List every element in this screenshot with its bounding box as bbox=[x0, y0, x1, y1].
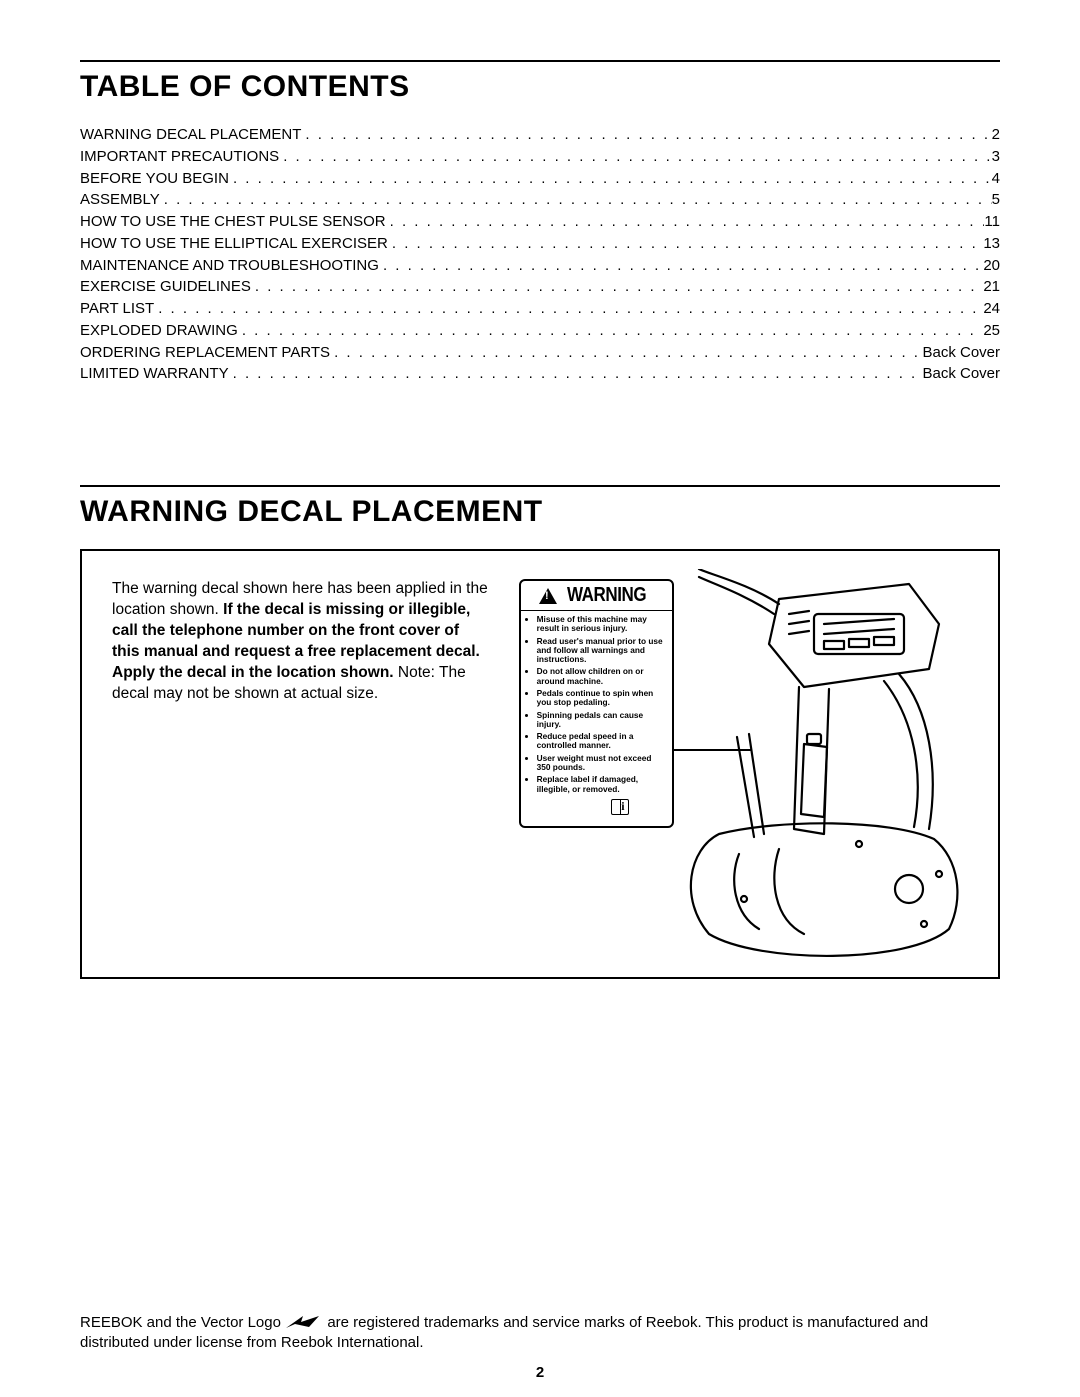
section-rule bbox=[80, 485, 1000, 487]
toc-dots bbox=[379, 255, 983, 277]
toc-label: WARNING DECAL PLACEMENT bbox=[80, 124, 301, 146]
toc-label: EXPLODED DRAWING bbox=[80, 320, 238, 342]
toc-label: ASSEMBLY bbox=[80, 189, 160, 211]
toc-page: 3 bbox=[992, 146, 1000, 168]
toc-dots bbox=[330, 342, 922, 364]
toc-dots bbox=[388, 233, 983, 255]
toc-page: 25 bbox=[983, 320, 1000, 342]
toc-row: ASSEMBLY 5 bbox=[80, 189, 1000, 211]
toc-row: EXERCISE GUIDELINES 21 bbox=[80, 276, 1000, 298]
decal-title: WARNING DECAL PLACEMENT bbox=[80, 495, 1000, 529]
toc-page: 13 bbox=[983, 233, 1000, 255]
warning-bullet: Spinning pedals can cause injury. bbox=[537, 711, 666, 730]
toc-list: WARNING DECAL PLACEMENT 2 IMPORTANT PRECA… bbox=[80, 124, 1000, 385]
toc-page: 24 bbox=[983, 298, 1000, 320]
warning-bullet: Misuse of this machine may result in ser… bbox=[537, 615, 666, 634]
toc-page: 4 bbox=[992, 168, 1000, 190]
leader-line bbox=[672, 749, 752, 751]
toc-row: BEFORE YOU BEGIN 4 bbox=[80, 168, 1000, 190]
toc-row: LIMITED WARRANTY Back Cover bbox=[80, 363, 1000, 385]
toc-title: TABLE OF CONTENTS bbox=[80, 70, 1000, 104]
toc-row: EXPLODED DRAWING 25 bbox=[80, 320, 1000, 342]
toc-label: MAINTENANCE AND TROUBLESHOOTING bbox=[80, 255, 379, 277]
decal-box: The warning decal shown here has been ap… bbox=[80, 549, 1000, 979]
reebok-vector-logo-icon bbox=[285, 1314, 323, 1330]
warning-bullet-list: Misuse of this machine may result in ser… bbox=[521, 611, 672, 799]
toc-dots bbox=[238, 320, 984, 342]
toc-page: 21 bbox=[983, 276, 1000, 298]
warning-bullet: Read user's manual prior to use and foll… bbox=[537, 637, 666, 665]
toc-label: EXERCISE GUIDELINES bbox=[80, 276, 251, 298]
toc-dots bbox=[160, 189, 992, 211]
warning-bullet: Do not allow children on or around machi… bbox=[537, 667, 666, 686]
toc-label: IMPORTANT PRECAUTIONS bbox=[80, 146, 279, 168]
toc-dots bbox=[229, 363, 923, 385]
toc-label: HOW TO USE THE ELLIPTICAL EXERCISER bbox=[80, 233, 388, 255]
toc-label: ORDERING REPLACEMENT PARTS bbox=[80, 342, 330, 364]
toc-page: 5 bbox=[992, 189, 1000, 211]
toc-dots bbox=[301, 124, 991, 146]
toc-dots bbox=[279, 146, 991, 168]
decal-paragraph: The warning decal shown here has been ap… bbox=[112, 579, 489, 949]
toc-label: BEFORE YOU BEGIN bbox=[80, 168, 229, 190]
warning-header-text: WARNING bbox=[567, 584, 646, 607]
warning-bullet: User weight must not exceed 350 pounds. bbox=[537, 754, 666, 773]
toc-page: 2 bbox=[992, 124, 1000, 146]
decal-figure: WARNING Misuse of this machine may resul… bbox=[519, 579, 968, 949]
toc-page: Back Cover bbox=[922, 342, 1000, 364]
page-number: 2 bbox=[536, 1364, 544, 1381]
toc-label: PART LIST bbox=[80, 298, 154, 320]
toc-page: 20 bbox=[983, 255, 1000, 277]
warning-bullet: Replace label if damaged, illegible, or … bbox=[537, 775, 666, 794]
toc-dots bbox=[229, 168, 992, 190]
toc-row: IMPORTANT PRECAUTIONS 3 bbox=[80, 146, 1000, 168]
elliptical-machine-illustration bbox=[629, 569, 959, 959]
toc-label: HOW TO USE THE CHEST PULSE SENSOR bbox=[80, 211, 386, 233]
toc-dots bbox=[251, 276, 983, 298]
toc-row: ORDERING REPLACEMENT PARTS Back Cover bbox=[80, 342, 1000, 364]
toc-row: PART LIST 24 bbox=[80, 298, 1000, 320]
section-rule bbox=[80, 60, 1000, 62]
manual-info-icon bbox=[611, 799, 629, 815]
warning-triangle-icon bbox=[539, 588, 557, 604]
toc-dots bbox=[154, 298, 983, 320]
toc-row: WARNING DECAL PLACEMENT 2 bbox=[80, 124, 1000, 146]
toc-page: Back Cover bbox=[922, 363, 1000, 385]
toc-label: LIMITED WARRANTY bbox=[80, 363, 229, 385]
footer-text-1: REEBOK and the Vector Logo bbox=[80, 1314, 285, 1331]
toc-row: HOW TO USE THE ELLIPTICAL EXERCISER 13 bbox=[80, 233, 1000, 255]
trademark-footer: REEBOK and the Vector Logo are registere… bbox=[80, 1313, 1000, 1354]
warning-bullet: Pedals continue to spin when you stop pe… bbox=[537, 689, 666, 708]
toc-page: 11 bbox=[984, 211, 1000, 233]
toc-row: HOW TO USE THE CHEST PULSE SENSOR 11 bbox=[80, 211, 1000, 233]
warning-bullet: Reduce pedal speed in a controlled manne… bbox=[537, 732, 666, 751]
toc-row: MAINTENANCE AND TROUBLESHOOTING 20 bbox=[80, 255, 1000, 277]
toc-dots bbox=[386, 211, 985, 233]
warning-header: WARNING bbox=[521, 581, 672, 611]
warning-decal-label: WARNING Misuse of this machine may resul… bbox=[519, 579, 674, 828]
